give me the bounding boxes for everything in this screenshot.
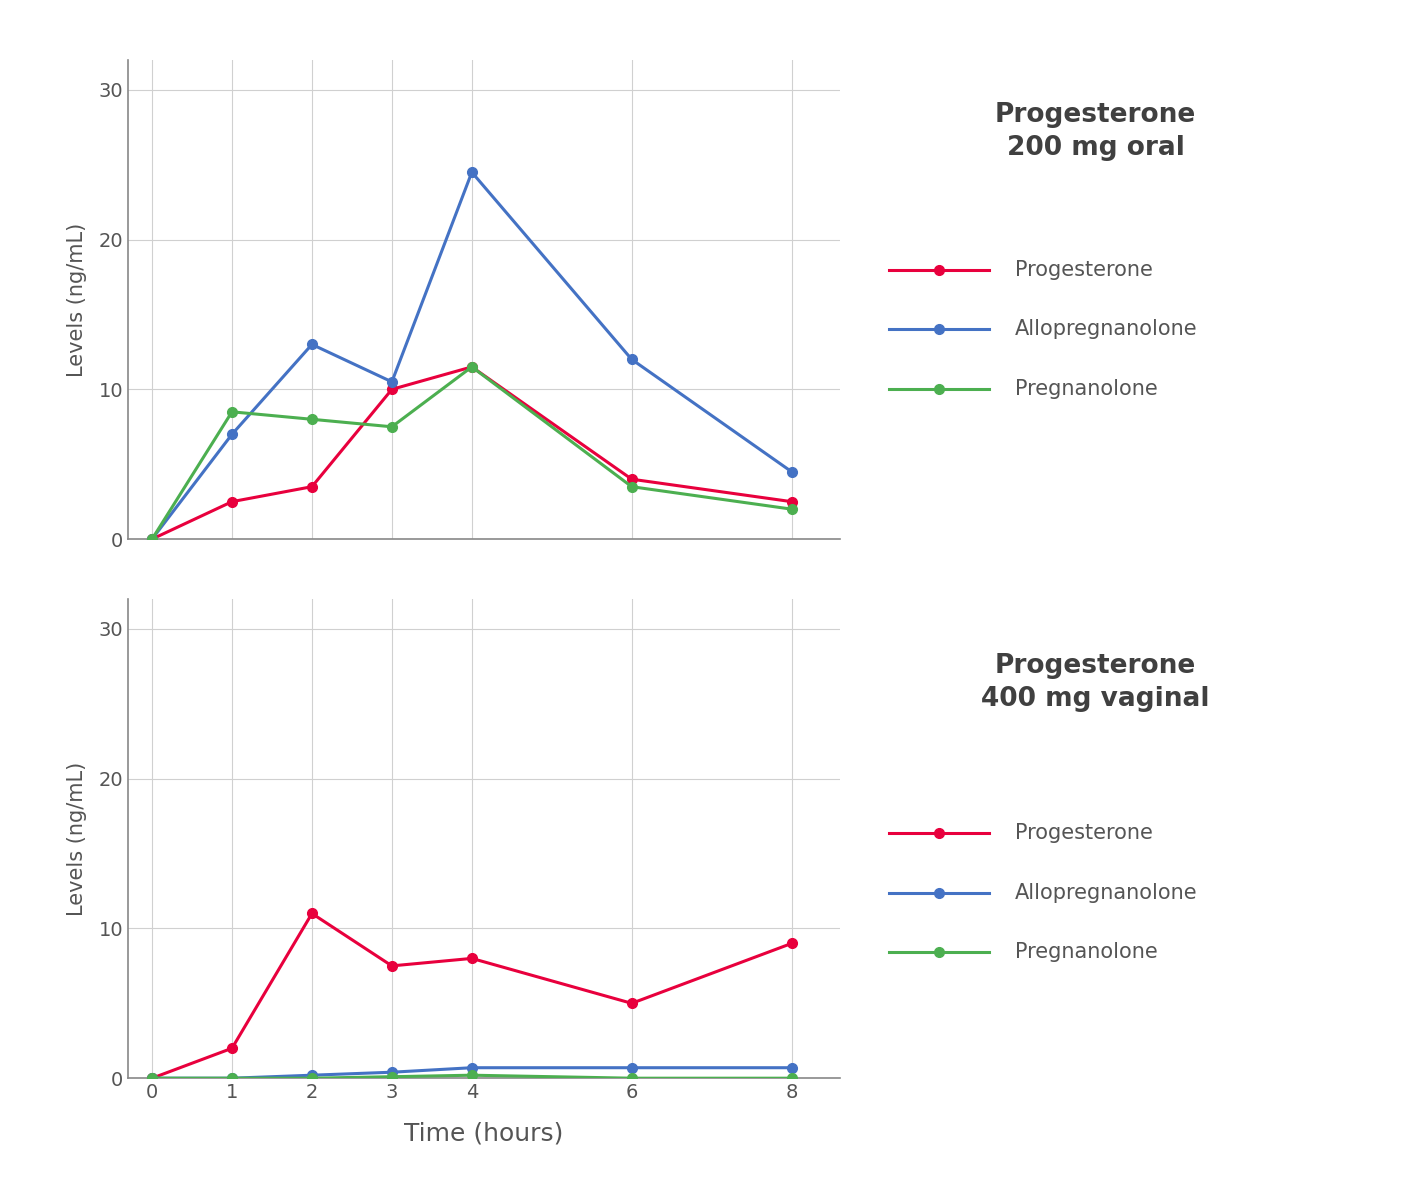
Text: Progesterone
400 mg vaginal: Progesterone 400 mg vaginal xyxy=(982,653,1210,712)
X-axis label: Time (hours): Time (hours) xyxy=(404,1121,564,1145)
Text: Allopregnanolone: Allopregnanolone xyxy=(1015,320,1197,339)
Y-axis label: Levels (ng/mL): Levels (ng/mL) xyxy=(67,762,87,915)
Text: Pregnanolone: Pregnanolone xyxy=(1015,943,1157,962)
Text: Allopregnanolone: Allopregnanolone xyxy=(1015,883,1197,902)
Text: Pregnanolone: Pregnanolone xyxy=(1015,380,1157,399)
Y-axis label: Levels (ng/mL): Levels (ng/mL) xyxy=(67,223,87,376)
Text: Progesterone: Progesterone xyxy=(1015,823,1153,842)
Text: Progesterone
200 mg oral: Progesterone 200 mg oral xyxy=(995,102,1197,161)
Text: Progesterone: Progesterone xyxy=(1015,260,1153,279)
